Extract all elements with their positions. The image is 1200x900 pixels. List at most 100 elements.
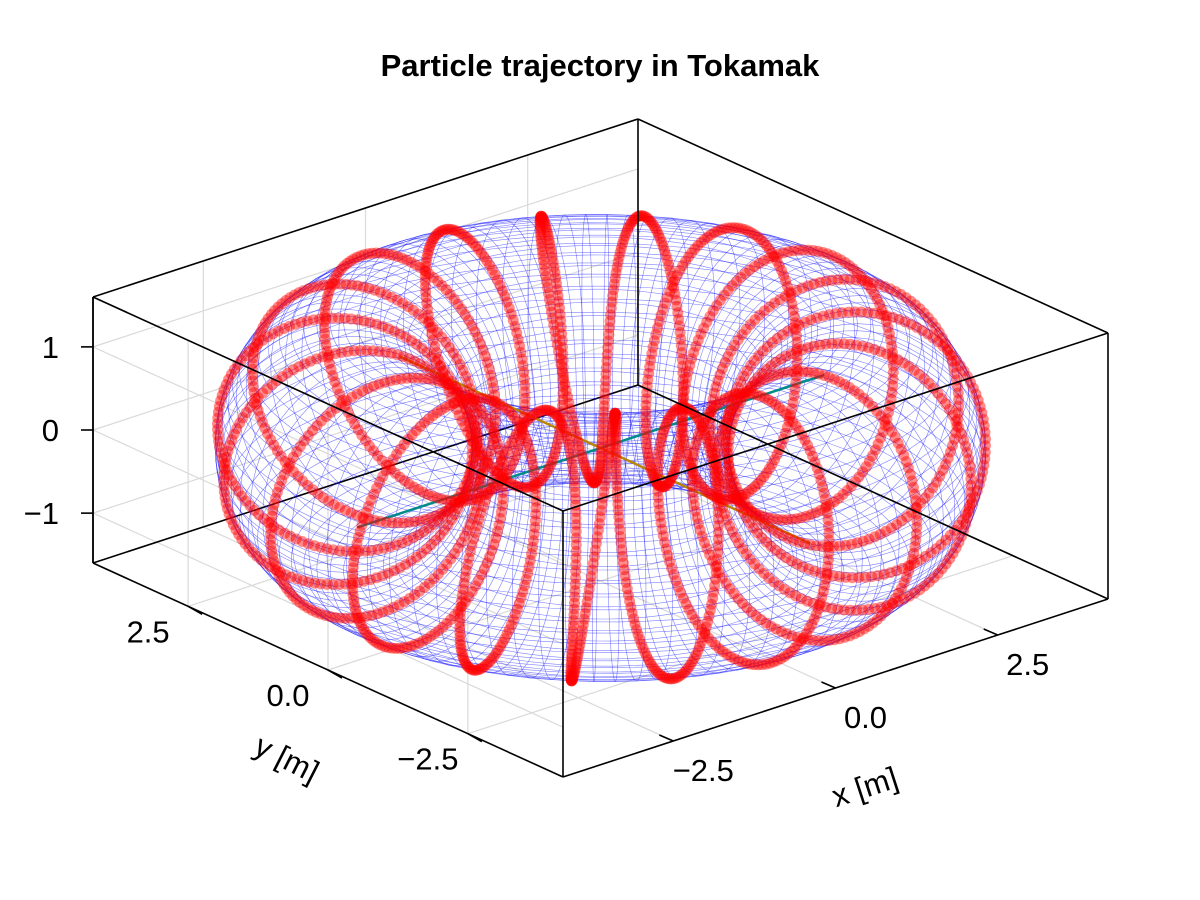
trajectory-point [507,314,519,326]
trajectory-point [284,320,295,332]
trajectory-point [677,393,689,405]
trajectory-point [881,348,892,360]
trajectory-point [316,415,327,427]
trajectory-point [444,288,456,300]
trajectory-point [473,487,485,499]
trajectory-point [319,305,331,317]
trajectory-point [733,537,745,549]
trajectory-point [543,294,555,305]
trajectory-point [619,230,631,242]
trajectory-point [905,295,917,307]
trajectory-point [875,346,887,358]
trajectory-point [386,291,398,303]
trajectory-point [524,554,536,566]
trajectory-point [438,375,450,387]
trajectory-point [284,530,296,542]
trajectory-point [545,306,557,318]
trajectory-point [640,211,652,223]
trajectory-point [313,280,325,292]
trajectory-point [425,321,436,333]
trajectory-point [605,309,617,321]
trajectory-point [827,570,839,582]
trajectory-point [611,480,623,492]
trajectory-point [744,387,756,399]
trajectory-point [702,437,714,449]
trajectory-point [947,440,958,452]
trajectory-point [298,435,310,447]
torus-parallel [217,273,984,571]
trajectory-point [863,455,875,467]
trajectory-point [742,225,754,237]
trajectory-point [602,458,614,469]
trajectory-point [557,419,569,431]
trajectory-point [688,652,700,664]
trajectory-point [407,304,419,316]
trajectory-point [498,473,510,485]
trajectory-point [456,415,468,427]
trajectory-point [319,327,331,339]
trajectory-point [802,439,814,451]
torus-parallel [239,381,962,662]
trajectory-point [863,533,875,545]
trajectory-point [473,513,485,525]
trajectory-point [454,495,466,507]
trajectory-point [336,346,347,358]
trajectory-point [716,572,728,584]
trajectory-point [764,657,776,669]
trajectory-point [788,245,799,257]
trajectory-point [689,440,701,452]
trajectory-point [908,482,919,493]
trajectory-point [489,269,501,281]
trajectory-point [783,246,794,258]
trajectory-point [970,388,982,400]
trajectory-point [688,407,700,419]
trajectory-point [871,293,883,305]
trajectory-point [712,375,724,387]
trajectory-point [946,355,958,367]
trajectory-point [472,332,484,344]
trajectory-point [884,283,896,295]
trajectory-point [900,292,912,304]
trajectory-point [287,364,299,376]
trajectory-point [441,494,452,506]
trajectory-point [705,229,717,241]
trajectory-point [641,650,653,662]
trajectory-point [665,270,677,282]
trajectory-point [955,428,967,439]
trajectory-point [940,458,952,470]
trajectory-point [666,562,678,574]
trajectory-point [535,233,547,245]
trajectory-point [691,474,703,486]
trajectory-point [726,280,738,292]
trajectory-point [720,429,732,441]
trajectory-point [566,675,578,687]
trajectory-point [886,387,898,398]
trajectory-point [610,409,621,420]
trajectory-point [406,429,418,441]
trajectory-point [660,480,672,492]
trajectory-point [253,509,265,521]
trajectory-point [666,280,678,292]
trajectory-point [607,420,619,432]
trajectory-point [684,458,695,470]
trajectory-point [394,471,406,483]
trajectory-point [586,476,598,488]
trajectory-point [334,612,346,624]
trajectory-point [712,540,724,552]
trajectory-point [559,378,571,390]
trajectory-point [587,477,599,489]
trajectory-point [790,377,802,389]
trajectory-point [887,353,899,365]
trajectory-point [732,495,744,507]
trajectory-point [536,211,548,223]
trajectory-point [565,674,577,686]
trajectory-point [505,619,517,631]
trajectory-point [267,328,279,340]
trajectory-point [605,434,617,446]
trajectory-point [219,463,230,475]
trajectory-point [529,515,541,527]
trajectory-point [294,440,306,452]
trajectory-point [311,353,323,365]
trajectory-point [514,420,526,431]
trajectory-point [674,670,686,682]
